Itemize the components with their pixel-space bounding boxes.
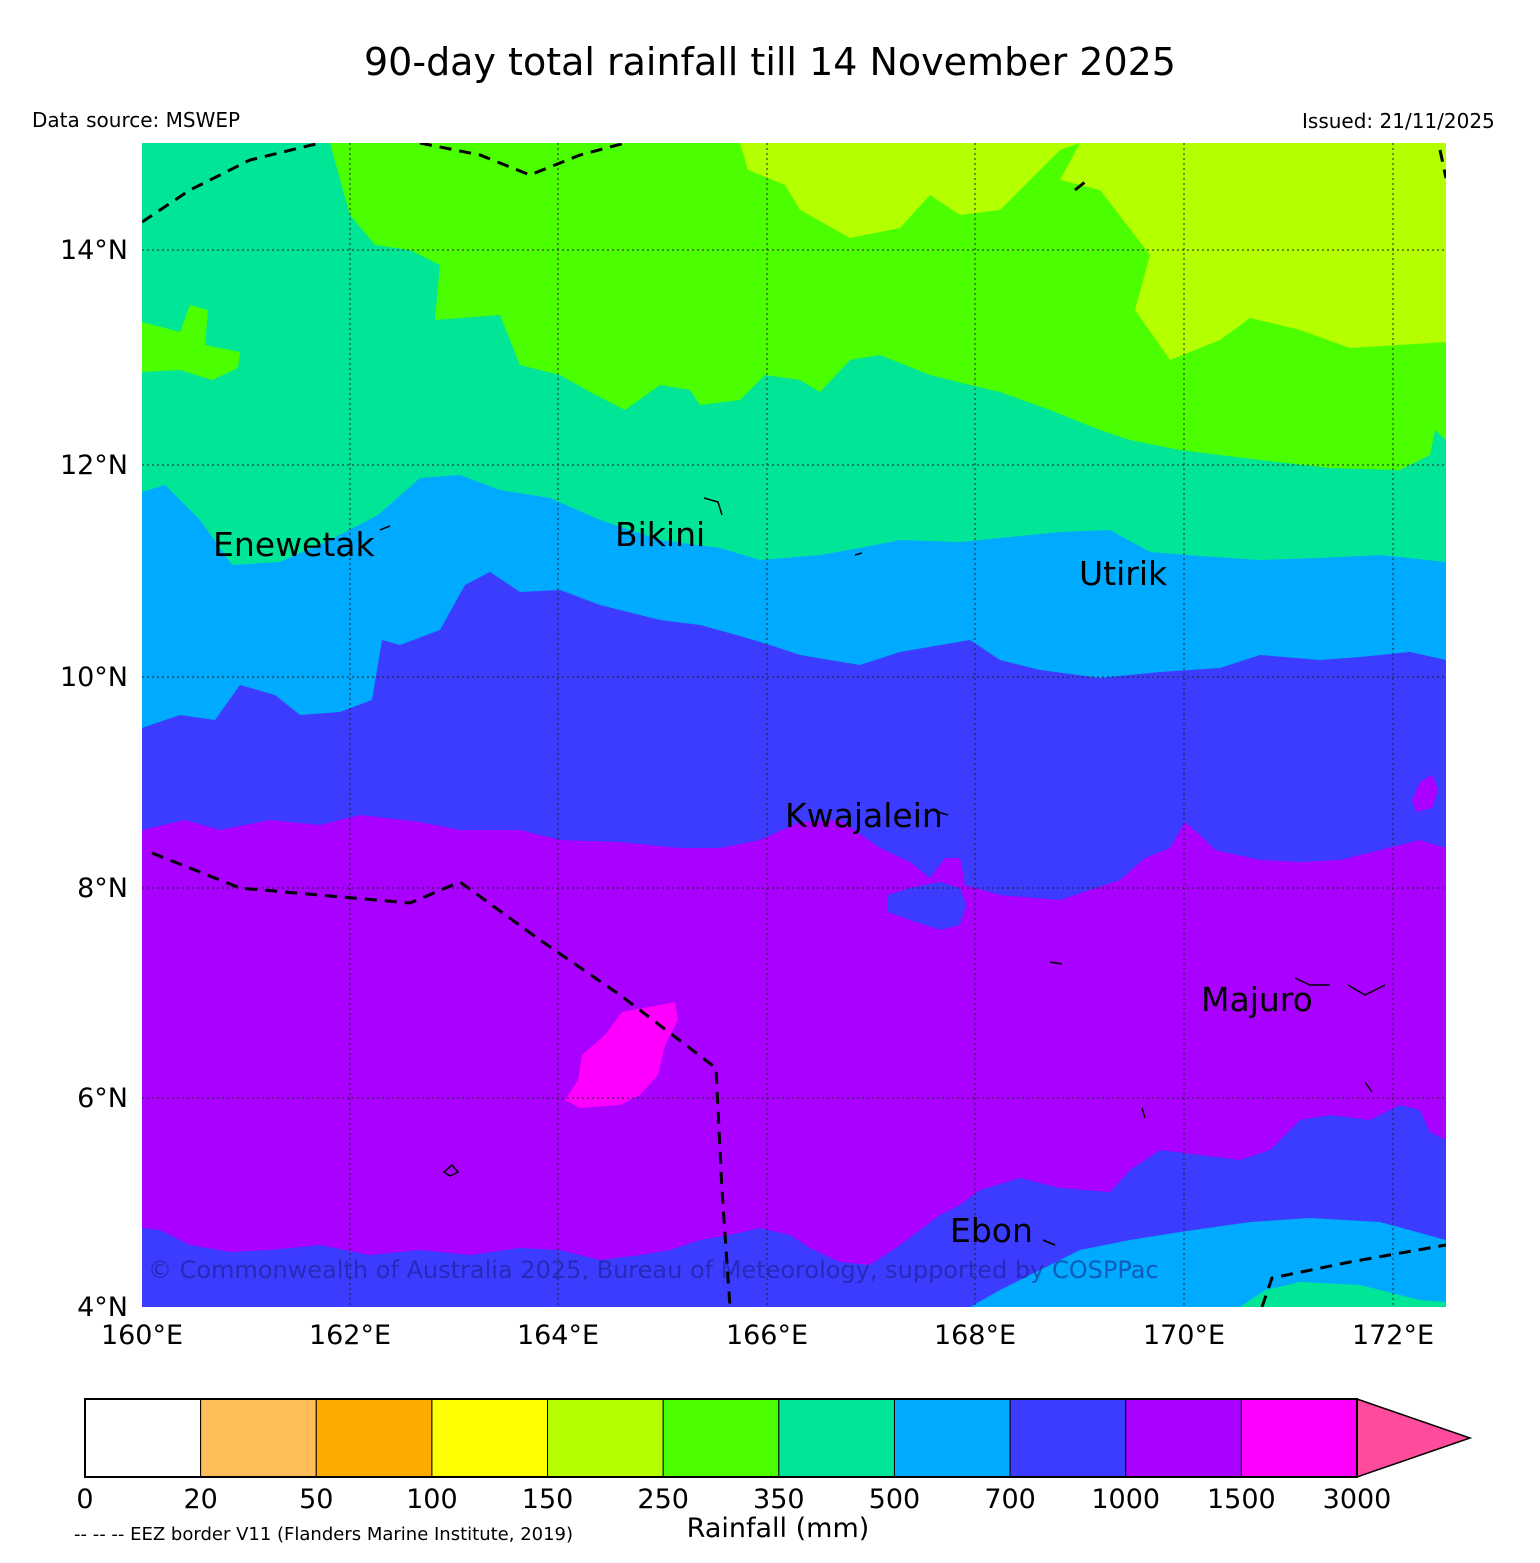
colorbar-tick-label: 0 [76, 1484, 93, 1515]
lat-tick-labels: 4°N 6°N 8°N 10°N 12°N 14°N [60, 235, 128, 1323]
place-label-bikini: Bikini [615, 515, 705, 554]
place-label-majuro: Majuro [1201, 980, 1313, 1019]
eez-border-note: -- -- -- EEZ border V11 (Flanders Marine… [74, 1524, 573, 1545]
colorbar-swatch [84, 1398, 202, 1478]
colorbar-tick-label: 100 [406, 1484, 458, 1515]
colorbar-tick-label: 1500 [1207, 1484, 1276, 1515]
colorbar: 0 20 50 100 150 250 350 500 700 1000 1500 3000 [76, 1397, 1473, 1515]
lat-tick-label: 12°N [60, 450, 128, 481]
place-label-enewetak: Enewetak [213, 525, 376, 564]
map-title: 90-day total rainfall till 14 November 2… [364, 40, 1176, 84]
colorbar-swatch [547, 1398, 664, 1478]
lat-tick-label: 6°N [77, 1083, 128, 1114]
lat-tick-label: 10°N [60, 662, 128, 693]
colorbar-swatch [1009, 1398, 1127, 1478]
lon-tick-label: 160°E [101, 1320, 183, 1351]
colorbar-swatch [315, 1398, 433, 1478]
colorbar-tick-label: 250 [637, 1484, 689, 1515]
place-label-kwajalein: Kwajalein [785, 796, 943, 835]
rain-patch-east [1412, 775, 1438, 812]
lon-tick-label: 172°E [1352, 1320, 1434, 1351]
place-label-ebon: Ebon [950, 1211, 1033, 1250]
data-source-label: Data source: MSWEP [32, 108, 241, 132]
colorbar-swatch [431, 1398, 549, 1478]
lat-tick-label: 4°N [77, 1292, 128, 1323]
map-gridlines [142, 143, 1446, 1307]
lon-tick-labels: 160°E 162°E 164°E 166°E 168°E 170°E 172°… [101, 1320, 1434, 1351]
copyright-watermark: © Commonwealth of Australia 2025, Bureau… [148, 1256, 1159, 1284]
rainfall-map-area [142, 143, 1446, 1307]
colorbar-tick-label: 500 [869, 1484, 921, 1515]
colorbar-title: Rainfall (mm) [687, 1513, 870, 1544]
colorbar-tick-label: 350 [753, 1484, 805, 1515]
rain-band-1000-1500 [142, 815, 1446, 1265]
colorbar-swatch [778, 1398, 895, 1478]
colorbar-swatch [893, 1398, 1011, 1478]
place-label-utirik: Utirik [1079, 554, 1168, 593]
colorbar-tick-label: 20 [183, 1484, 217, 1515]
colorbar-swatch [200, 1398, 317, 1478]
colorbar-tick-label: 3000 [1323, 1484, 1392, 1515]
lon-tick-label: 164°E [517, 1320, 599, 1351]
colorbar-swatch [1125, 1398, 1242, 1478]
issued-date-label: Issued: 21/11/2025 [1302, 109, 1495, 133]
colorbar-tick-label: 150 [522, 1484, 574, 1515]
place-labels: Enewetak Bikini Utirik Kwajalein Majuro … [213, 515, 1313, 1250]
eez-border [142, 143, 1446, 1307]
colorbar-tick-label: 700 [984, 1484, 1036, 1515]
lon-tick-label: 170°E [1143, 1320, 1225, 1351]
colorbar-swatch [662, 1398, 780, 1478]
lon-tick-label: 162°E [309, 1320, 391, 1351]
colorbar-extend-arrow [1356, 1397, 1473, 1479]
lon-tick-label: 168°E [934, 1320, 1016, 1351]
colorbar-swatch [1240, 1398, 1358, 1478]
colorbar-frame [84, 1398, 1358, 1478]
atoll-outlines [379, 497, 1386, 1246]
lat-tick-label: 14°N [60, 235, 128, 266]
colorbar-tick-label: 1000 [1091, 1484, 1160, 1515]
lon-tick-label: 166°E [726, 1320, 808, 1351]
colorbar-tick-label: 50 [299, 1484, 333, 1515]
rain-patch-blue-pocket [888, 882, 966, 930]
rain-band-1500-3000 [565, 1002, 678, 1108]
rain-patch-west [142, 305, 240, 380]
lat-tick-label: 8°N [77, 873, 128, 904]
rain-band-350-500-south [1240, 1282, 1446, 1307]
